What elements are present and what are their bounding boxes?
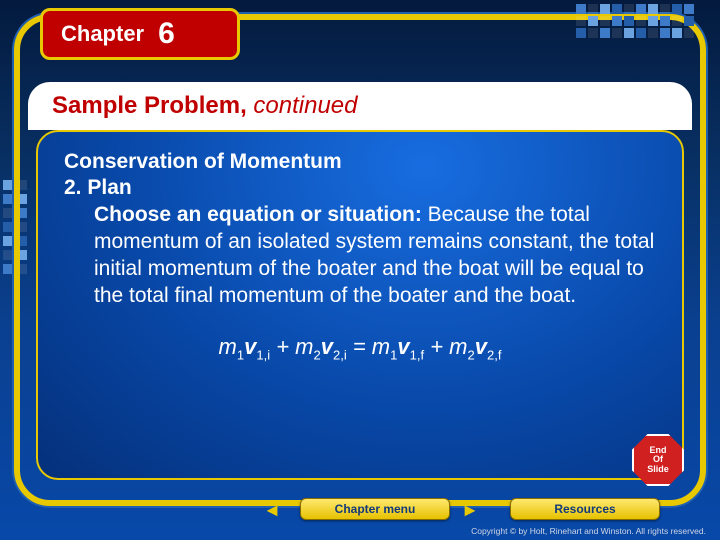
- title-continued: continued: [253, 92, 357, 119]
- content-pane: Conservation of Momentum 2. Plan Choose …: [36, 130, 684, 480]
- slide-background: Chapter 6 Sample Problem, continued Cons…: [0, 0, 720, 540]
- content-paragraph: Choose an equation or situation: Because…: [64, 202, 656, 310]
- end-l3: Slide: [647, 465, 669, 474]
- end-of-slide-badge[interactable]: End Of Slide: [632, 434, 684, 486]
- stop-sign-icon: End Of Slide: [632, 434, 684, 486]
- prev-arrow-button[interactable]: ◄: [260, 498, 284, 522]
- next-arrow-button[interactable]: ►: [458, 498, 482, 522]
- slide-title: Sample Problem, continued: [52, 92, 358, 120]
- copyright-text: Copyright © by Holt, Rinehart and Winsto…: [471, 526, 706, 536]
- momentum-equation: m1v1,i + m2v2,i = m1v1,f + m2v2,f: [64, 334, 656, 362]
- deco-squares-top: [576, 4, 694, 38]
- chapter-label: Chapter: [61, 21, 144, 47]
- choose-bold: Choose an equation or situation:: [94, 203, 422, 226]
- chapter-menu-button[interactable]: Chapter menu: [300, 498, 450, 520]
- bottom-bar: ◄ Chapter menu ► Resources Copyright © b…: [0, 502, 720, 540]
- slide-title-box: Sample Problem, continued: [28, 82, 692, 130]
- content-heading: Conservation of Momentum: [64, 150, 656, 174]
- title-main: Sample Problem: [52, 92, 240, 119]
- chapter-number: 6: [158, 17, 175, 51]
- plan-label: 2. Plan: [64, 176, 656, 200]
- title-sep: ,: [240, 92, 253, 119]
- chapter-tab: Chapter 6: [40, 8, 240, 60]
- resources-button[interactable]: Resources: [510, 498, 660, 520]
